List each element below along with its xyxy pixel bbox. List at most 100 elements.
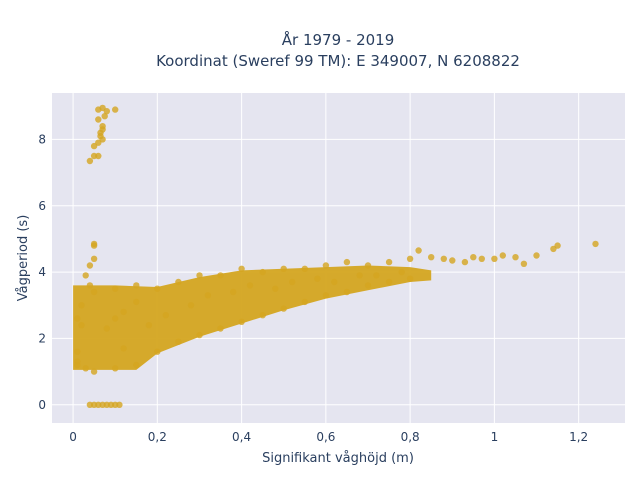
data-points <box>74 104 599 408</box>
data-point-0-13 <box>99 126 106 133</box>
data-point-0-18 <box>86 262 94 269</box>
y-tick-label-1: 2 <box>38 331 46 345</box>
data-point-0-10 <box>86 157 94 165</box>
data-point-0-73 <box>449 257 456 264</box>
data-point-0-25 <box>74 348 81 355</box>
data-point-0-74 <box>461 258 469 266</box>
x-tick-label-5: 1 <box>491 430 499 444</box>
data-point-0-44 <box>217 325 224 332</box>
x-tick-label-3: 0,6 <box>316 430 335 444</box>
data-point-0-52 <box>385 278 393 286</box>
data-point-0-35 <box>116 401 123 408</box>
data-point-0-94 <box>246 282 254 289</box>
x-axis-title: Signifikant våghöjd (m) <box>262 451 414 466</box>
data-point-0-42 <box>175 338 182 345</box>
y-axis-title: Vågperiod (s) <box>16 215 31 302</box>
data-point-0-72 <box>440 255 447 262</box>
data-point-0-24 <box>78 322 85 329</box>
data-point-0-61 <box>238 265 245 272</box>
data-point-0-23 <box>74 315 81 322</box>
data-point-0-100 <box>373 272 380 279</box>
y-tick-label-0: 0 <box>38 398 46 412</box>
data-point-0-20 <box>82 272 89 279</box>
data-point-0-95 <box>272 285 279 292</box>
data-point-0-55 <box>112 285 119 292</box>
data-point-0-39 <box>133 361 140 369</box>
data-point-0-3 <box>112 106 119 113</box>
data-point-0-81 <box>533 252 540 259</box>
data-point-0-40 <box>120 345 127 352</box>
data-point-0-64 <box>301 265 308 272</box>
data-point-0-38 <box>112 365 119 372</box>
data-point-0-43 <box>196 331 203 339</box>
data-point-0-68 <box>385 258 393 266</box>
data-density-cloud <box>73 265 432 370</box>
chart-title-line-2: Koordinat (Sweref 99 TM): E 349007, N 62… <box>156 52 520 70</box>
data-point-0-60 <box>217 272 224 279</box>
data-point-0-27 <box>74 361 81 369</box>
data-point-0-21 <box>86 282 94 289</box>
data-point-0-58 <box>175 278 182 286</box>
data-point-0-99 <box>356 272 363 279</box>
data-point-0-46 <box>259 312 266 319</box>
data-point-0-12 <box>95 152 102 160</box>
data-point-0-77 <box>491 255 498 262</box>
y-tick-label-3: 6 <box>38 199 46 213</box>
data-point-0-86 <box>112 315 119 322</box>
data-point-0-83 <box>554 242 561 249</box>
x-tick-label-6: 1,2 <box>569 430 588 444</box>
data-point-0-85 <box>103 325 111 332</box>
data-point-0-56 <box>133 282 140 289</box>
data-point-0-17 <box>90 242 98 249</box>
data-point-0-91 <box>187 302 195 309</box>
chart-title-line-1: År 1979 - 2019 <box>282 30 395 49</box>
data-point-0-97 <box>314 275 321 282</box>
data-point-0-88 <box>133 298 140 306</box>
data-point-0-45 <box>238 318 245 325</box>
data-point-0-2 <box>103 108 111 115</box>
dense-point-region <box>73 265 432 370</box>
data-point-0-65 <box>322 262 330 269</box>
data-point-0-92 <box>204 292 212 299</box>
data-point-0-76 <box>478 255 485 262</box>
data-point-0-15 <box>101 113 108 120</box>
data-point-0-87 <box>120 308 127 316</box>
data-point-0-4 <box>95 116 102 123</box>
data-point-0-36 <box>86 401 94 408</box>
data-point-0-93 <box>230 288 237 296</box>
data-point-0-98 <box>331 278 338 286</box>
data-point-0-67 <box>364 262 372 269</box>
y-tick-labels: 0 2 4 6 8 <box>38 132 46 411</box>
data-point-0-90 <box>162 312 169 319</box>
data-point-0-70 <box>415 247 422 254</box>
data-point-0-19 <box>90 255 98 262</box>
data-point-0-47 <box>280 305 287 312</box>
data-point-0-49 <box>322 292 330 299</box>
x-tick-label-1: 0,2 <box>148 430 167 444</box>
data-point-0-71 <box>428 254 435 261</box>
data-point-0-54 <box>90 288 98 296</box>
data-point-0-28 <box>82 365 89 372</box>
data-point-0-51 <box>364 282 372 289</box>
data-point-0-62 <box>259 268 266 276</box>
x-tick-label-4: 0,8 <box>401 430 420 444</box>
data-point-0-80 <box>520 260 528 267</box>
data-point-0-78 <box>499 252 506 259</box>
data-point-0-84 <box>592 240 599 248</box>
data-point-0-63 <box>280 265 287 272</box>
plot-area <box>52 93 625 423</box>
data-point-0-53 <box>406 275 414 282</box>
data-point-0-9 <box>90 142 98 150</box>
data-point-0-75 <box>470 254 477 261</box>
data-point-0-50 <box>343 288 351 296</box>
data-point-0-22 <box>78 302 85 309</box>
x-tick-labels: 0 0,2 0,4 0,6 0,8 1 1,2 <box>69 430 588 444</box>
data-point-0-79 <box>512 254 519 261</box>
data-point-0-96 <box>289 278 296 286</box>
data-point-0-48 <box>301 298 308 306</box>
data-point-0-14 <box>97 132 104 140</box>
y-tick-label-4: 8 <box>38 132 46 146</box>
data-point-0-66 <box>343 258 351 266</box>
data-point-0-41 <box>154 348 161 355</box>
x-tick-label-2: 0,4 <box>232 430 251 444</box>
